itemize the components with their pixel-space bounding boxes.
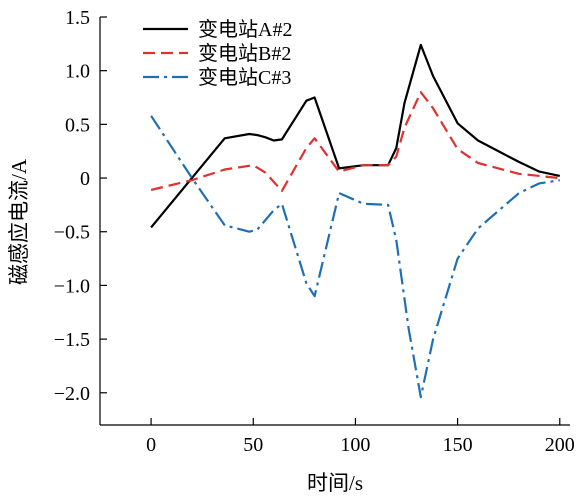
ticks: 0 50 100 150 200 1.5 1.0 0.5 0 −0.5 −1.0 −1.5 −2.0 bbox=[54, 7, 575, 456]
y-tick-label: −2.0 bbox=[54, 383, 90, 405]
x-tick-label: 50 bbox=[243, 434, 263, 456]
y-tick-label: −1.0 bbox=[54, 275, 90, 297]
y-tick-label: 1.5 bbox=[65, 7, 90, 29]
x-axis-title: 时间/s bbox=[307, 471, 363, 495]
x-tick-label: 200 bbox=[545, 434, 575, 456]
x-tick-label: 0 bbox=[146, 434, 156, 456]
y-tick-label: −1.5 bbox=[54, 329, 90, 351]
y-axis-title: 磁感应电流/A bbox=[7, 158, 31, 285]
y-tick-label: 1.0 bbox=[65, 61, 90, 83]
x-tick-label: 150 bbox=[443, 434, 473, 456]
axes bbox=[99, 17, 570, 426]
x-tick-label: 100 bbox=[340, 434, 370, 456]
y-tick-label: 0.5 bbox=[65, 114, 90, 136]
y-tick-label: 0 bbox=[80, 168, 90, 190]
legend-label-2: 变电站B#2 bbox=[198, 42, 291, 65]
y-tick-label: −0.5 bbox=[54, 222, 90, 244]
legend-label-3: 变电站C#3 bbox=[198, 66, 291, 89]
series-line-3 bbox=[150, 115, 560, 399]
series-line-2 bbox=[150, 91, 560, 192]
legend-label-1: 变电站A#2 bbox=[198, 18, 292, 41]
series-layer bbox=[150, 43, 561, 399]
